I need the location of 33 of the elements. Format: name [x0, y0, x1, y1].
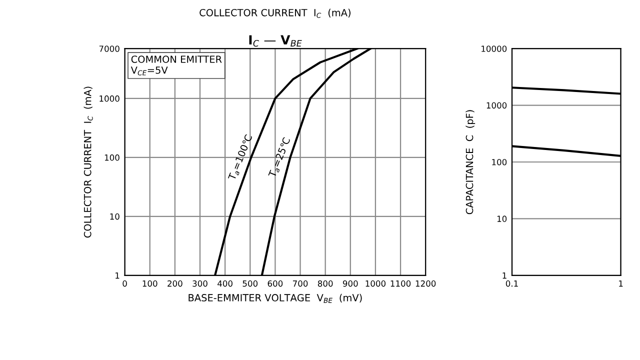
x-tick-label: 700 — [292, 280, 308, 287]
x-tick-label: 600 — [268, 280, 283, 287]
x-tick-label: 500 — [242, 280, 258, 287]
x-tick-label: 0 — [122, 280, 127, 287]
x-tick-label: 1100 — [390, 280, 411, 287]
x-tick-label: 900 — [342, 280, 358, 287]
chart-title: I$_{C}$ — V$_{BE}$ — [249, 35, 302, 47]
y-tick-label: 100 — [104, 154, 120, 161]
y-tick-label: 7000 — [99, 46, 120, 52]
x-tick-label: 100 — [142, 280, 158, 287]
y-tick-label: 1 — [502, 272, 506, 279]
x-axis-title: BASE-EMMITER VOLTAGE V$_{BE}$ (mV) — [188, 294, 362, 303]
x-tick-label: 300 — [192, 280, 208, 287]
y-axis-title: CAPACITANCE C (pF) — [466, 110, 476, 214]
x-tick-label: 200 — [168, 280, 182, 287]
x-tick-label: 1 — [619, 280, 623, 287]
x-tick-label: 1000 — [366, 280, 386, 287]
text: COLLECTOR CURRENT I$_{C}$ (mA) — [200, 8, 350, 18]
x-tick-label: 1200 — [416, 280, 436, 287]
y-tick-label: 1000 — [100, 95, 120, 102]
text: T$_{a}$=100℃ — [228, 134, 254, 182]
annotation: COMMON EMITTER V$_{CE}$=5V — [130, 56, 222, 76]
x-tick-label: 400 — [218, 280, 232, 287]
x-tick-label: 800 — [318, 280, 333, 287]
x-tick-label: 0.1 — [506, 280, 518, 287]
y-tick-label: 100 — [492, 158, 507, 166]
y-axis-title: COLLECTOR CURRENT I$_{C}$ (mA) — [84, 86, 93, 238]
y-tick-label: 10 — [497, 216, 507, 222]
y-tick-label: 10 — [110, 213, 120, 220]
text: T$_{a}$=25℃ — [268, 136, 292, 179]
y-tick-label: 1000 — [486, 102, 507, 109]
y-tick-label: 1 — [116, 272, 120, 279]
y-tick-label: 10000 — [482, 46, 507, 52]
